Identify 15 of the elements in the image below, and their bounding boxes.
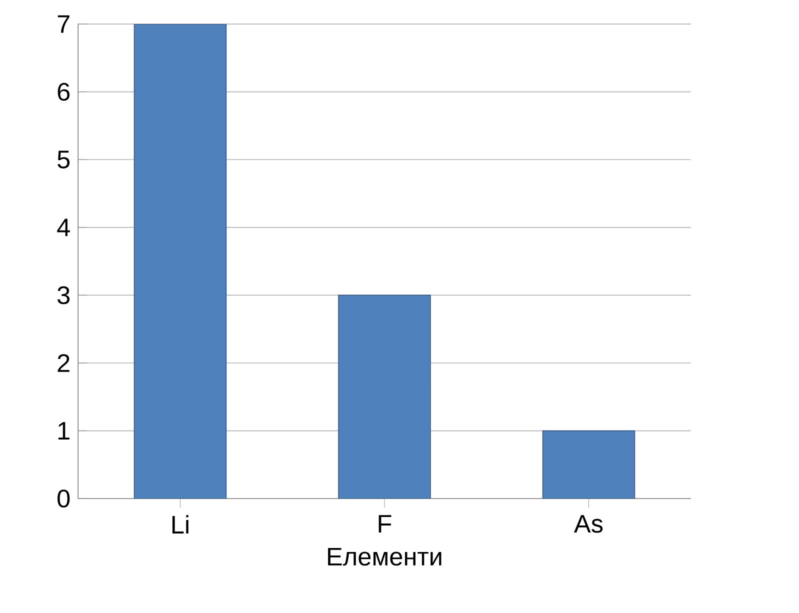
y-tick-label: 3 <box>58 286 70 304</box>
x-axis-title: Елементи <box>328 548 442 566</box>
x-tick-label: As <box>574 515 603 533</box>
x-tick-label: F <box>378 515 392 533</box>
x-tick-label: Li <box>172 515 188 534</box>
y-tick-label: 2 <box>58 354 70 372</box>
bar <box>542 430 636 499</box>
y-tick-label: 6 <box>58 82 70 101</box>
y-tick-label: 5 <box>58 150 70 169</box>
y-tick-label: 1 <box>58 422 70 440</box>
bar <box>338 294 431 499</box>
y-tick-label: 7 <box>58 15 70 33</box>
y-tick-label: 0 <box>58 490 70 508</box>
bar <box>134 24 227 499</box>
y-tick-label: 4 <box>57 218 70 236</box>
